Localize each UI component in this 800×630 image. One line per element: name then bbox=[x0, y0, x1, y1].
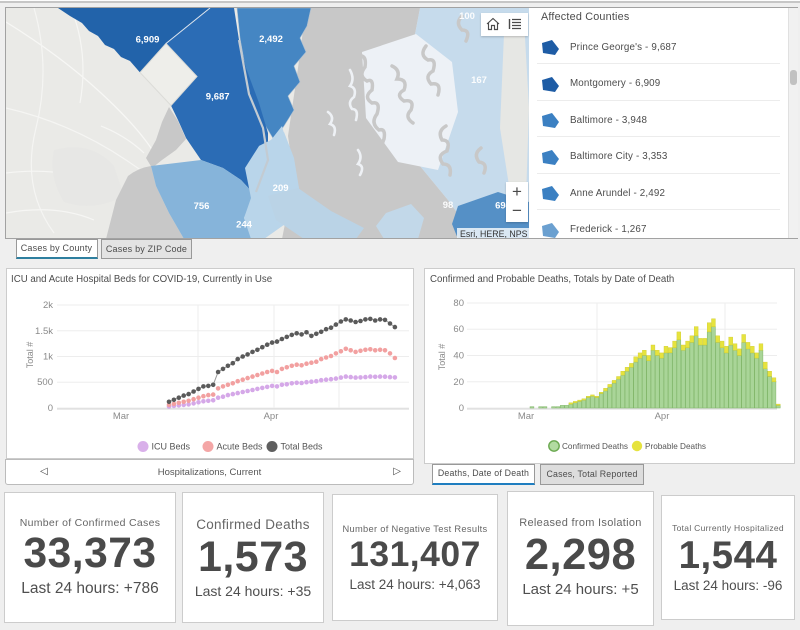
svg-text:Mar: Mar bbox=[113, 411, 129, 422]
svg-text:20: 20 bbox=[453, 377, 464, 388]
svg-text:244: 244 bbox=[236, 220, 253, 231]
svg-text:80: 80 bbox=[453, 298, 464, 309]
svg-text:Mar: Mar bbox=[518, 411, 534, 422]
svg-text:694: 694 bbox=[495, 200, 512, 211]
svg-text:Total #: Total # bbox=[437, 344, 447, 371]
svg-text:40: 40 bbox=[453, 351, 464, 362]
svg-text:Apr: Apr bbox=[264, 411, 279, 422]
svg-text:60: 60 bbox=[453, 324, 464, 335]
svg-text:167: 167 bbox=[471, 75, 487, 86]
svg-text:9,687: 9,687 bbox=[206, 91, 230, 102]
svg-text:756: 756 bbox=[194, 201, 210, 212]
svg-text:0: 0 bbox=[459, 403, 464, 414]
svg-text:Total Beds: Total Beds bbox=[281, 442, 324, 452]
svg-text:1.5k: 1.5k bbox=[35, 326, 53, 337]
svg-text:209: 209 bbox=[273, 183, 289, 194]
svg-text:Apr: Apr bbox=[655, 411, 670, 422]
svg-text:Acute Beds: Acute Beds bbox=[217, 442, 264, 452]
svg-text:Probable Deaths: Probable Deaths bbox=[645, 442, 706, 451]
svg-text:2,492: 2,492 bbox=[259, 34, 283, 45]
svg-text:500: 500 bbox=[37, 377, 53, 388]
svg-text:0: 0 bbox=[48, 403, 53, 414]
svg-text:1k: 1k bbox=[43, 352, 53, 363]
svg-text:100: 100 bbox=[459, 11, 475, 22]
svg-text:ICU Beds: ICU Beds bbox=[152, 442, 191, 452]
svg-text:2k: 2k bbox=[43, 300, 53, 311]
svg-text:98: 98 bbox=[443, 200, 454, 211]
svg-text:6,909: 6,909 bbox=[136, 34, 160, 45]
svg-text:Confirmed Deaths: Confirmed Deaths bbox=[562, 442, 628, 451]
svg-text:Total #: Total # bbox=[25, 342, 35, 369]
